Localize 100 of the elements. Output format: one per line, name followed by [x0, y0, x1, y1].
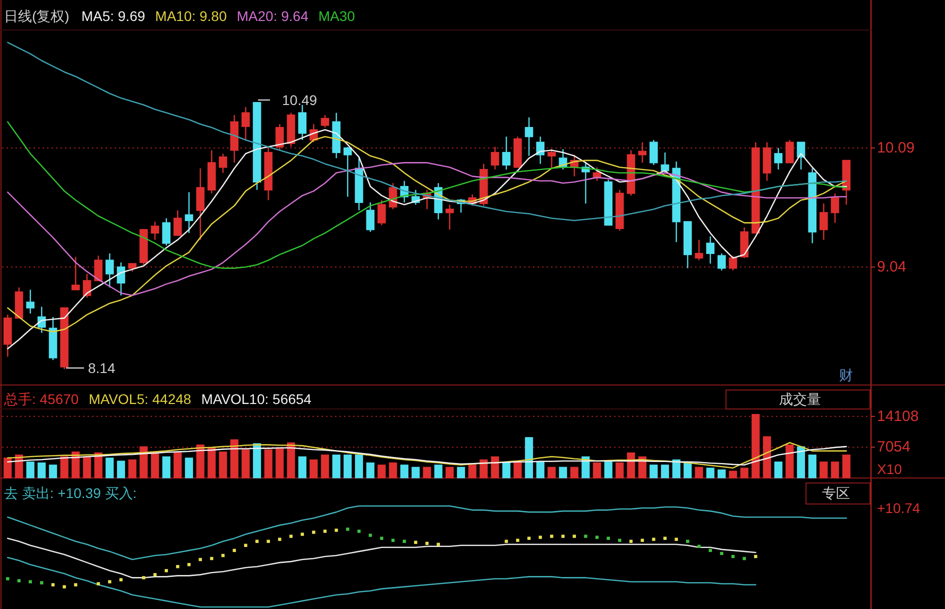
bar — [38, 462, 46, 478]
point — [550, 534, 554, 538]
text: MA5: 9.69 — [81, 8, 146, 24]
point — [62, 585, 66, 588]
point — [119, 578, 123, 582]
bar — [694, 466, 704, 478]
text: 总手: 45670 — [3, 391, 79, 407]
y-tick-label: 10.09 — [877, 139, 915, 156]
bar — [378, 464, 386, 478]
line-series — [7, 442, 847, 469]
bar — [456, 466, 466, 478]
bar — [400, 464, 408, 478]
bar — [174, 452, 182, 478]
bar — [480, 459, 488, 478]
bar — [468, 464, 476, 478]
point — [334, 528, 338, 532]
bar — [60, 456, 68, 478]
bar — [242, 449, 250, 478]
bar — [344, 454, 352, 478]
bar — [208, 448, 216, 478]
bar — [490, 456, 500, 478]
chart-title: 日线(复权) — [4, 8, 70, 24]
bar — [150, 452, 160, 478]
point — [278, 538, 282, 541]
bar — [842, 454, 850, 478]
point — [210, 556, 214, 560]
y-tick-label: 9.04 — [877, 258, 906, 276]
bar — [116, 460, 126, 478]
point — [176, 565, 180, 568]
bar — [354, 454, 364, 478]
bar — [820, 462, 828, 478]
bar — [218, 452, 228, 478]
bar — [298, 456, 306, 478]
point — [595, 536, 599, 539]
text: MAVOL10: 56654 — [201, 391, 312, 407]
bar — [106, 458, 114, 478]
point — [312, 530, 316, 534]
bar — [162, 456, 170, 478]
bar — [718, 469, 726, 478]
bar — [14, 454, 24, 478]
bar — [808, 454, 816, 478]
point — [96, 582, 100, 586]
bar — [264, 449, 272, 478]
point — [561, 534, 565, 538]
point — [266, 540, 270, 543]
bar — [774, 462, 782, 478]
bar — [366, 462, 374, 478]
point — [652, 538, 656, 541]
point — [516, 538, 520, 542]
bar — [332, 454, 340, 478]
bar — [524, 437, 534, 478]
bar — [728, 470, 738, 478]
point — [640, 538, 644, 542]
chart-title: 去 卖出: +10.39 买入: — [4, 485, 137, 501]
line-series — [7, 446, 847, 466]
bar — [786, 444, 794, 478]
point — [232, 548, 236, 552]
point — [618, 538, 622, 542]
bar — [320, 454, 330, 478]
bar — [252, 443, 262, 478]
point — [368, 534, 372, 537]
bar — [434, 464, 442, 478]
bar — [650, 464, 658, 478]
text: MA20: 9.64 — [236, 8, 309, 24]
bar — [446, 466, 454, 478]
point — [153, 573, 157, 576]
point — [754, 554, 758, 558]
bar — [48, 464, 58, 478]
bar — [184, 458, 194, 478]
bar — [706, 468, 714, 478]
bar — [592, 462, 602, 478]
bar — [412, 466, 420, 478]
point — [300, 532, 304, 536]
point — [674, 538, 678, 541]
point — [164, 569, 168, 572]
point — [346, 528, 350, 531]
point — [708, 548, 712, 552]
point — [108, 580, 112, 584]
point — [142, 576, 146, 580]
bar — [796, 446, 806, 478]
point — [584, 534, 588, 538]
point — [17, 579, 21, 582]
bar — [604, 462, 612, 478]
point — [391, 538, 395, 542]
bar — [26, 462, 34, 478]
point — [6, 577, 10, 580]
y-tick-label: 7054 — [877, 438, 910, 456]
annotation: 财 — [839, 367, 853, 383]
bar — [514, 462, 522, 478]
point — [28, 580, 32, 584]
point — [323, 530, 327, 533]
bar — [616, 462, 624, 478]
text: 专区 — [822, 485, 850, 501]
bar — [660, 464, 670, 478]
point — [289, 534, 293, 538]
point — [606, 536, 610, 540]
point — [380, 536, 384, 540]
point — [198, 558, 202, 562]
point — [538, 536, 542, 539]
bar — [286, 442, 296, 478]
